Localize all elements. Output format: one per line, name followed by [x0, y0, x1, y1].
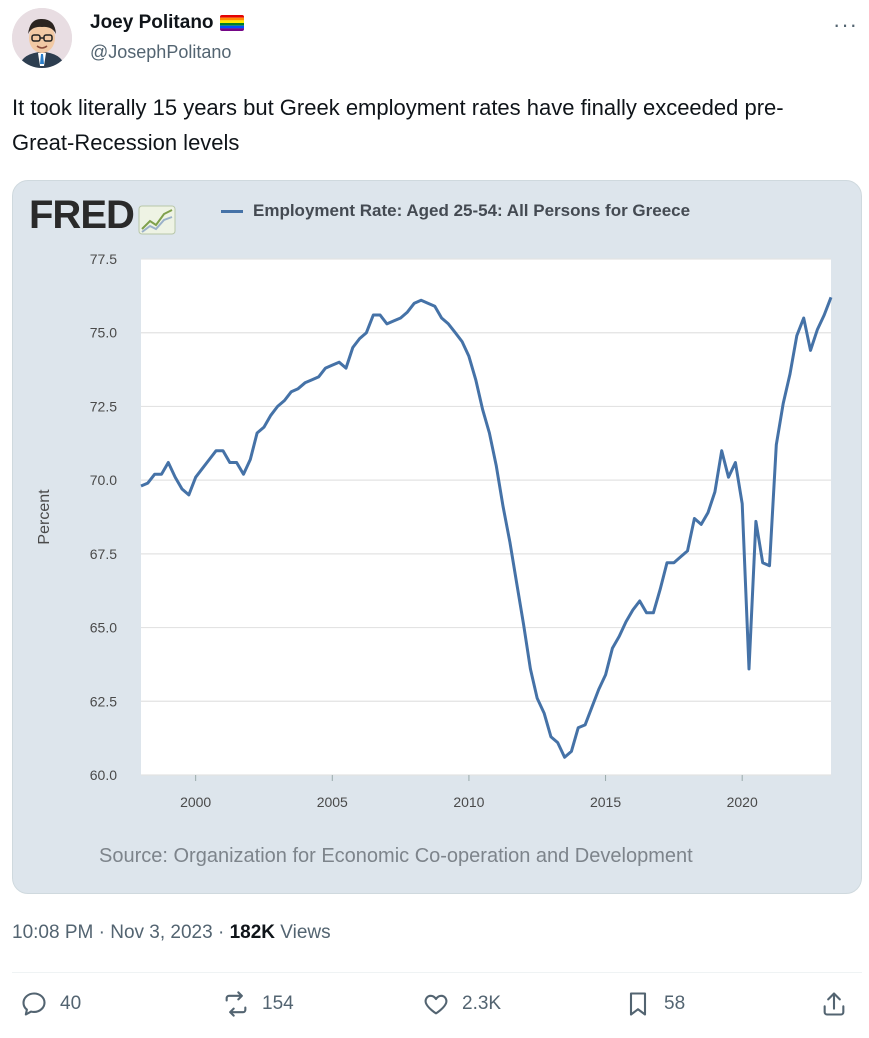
- y-tick-label: 70.0: [90, 472, 117, 488]
- share-button[interactable]: [820, 990, 848, 1018]
- action-bar: 40 154 2.3K 58: [12, 990, 862, 1030]
- chart-image-card[interactable]: FRED Employment Rate: Aged 25-54: All Pe…: [12, 180, 862, 894]
- heart-icon: [424, 994, 448, 1015]
- y-tick-label: 67.5: [90, 546, 117, 562]
- rainbow-flag-icon: [219, 15, 244, 31]
- line-chart: 60.0 62.5 65.0 67.5 70.0 72.5 75.0 77.5 2000 2005…: [36, 251, 833, 810]
- reply-button[interactable]: 40: [20, 990, 81, 1018]
- handle[interactable]: @JosephPolitano: [90, 42, 232, 62]
- y-tick-label: 62.5: [90, 693, 117, 709]
- display-name[interactable]: Joey Politano: [90, 12, 214, 33]
- reply-icon: [22, 992, 46, 1016]
- chart-legend: Employment Rate: Aged 25-54: All Persons…: [221, 201, 690, 221]
- tweet-header: Joey Politano @JosephPolitano ···: [12, 8, 862, 70]
- x-tick-label: 2015: [590, 794, 621, 810]
- repost-icon: [225, 991, 247, 1017]
- repost-count: 154: [262, 993, 294, 1014]
- reply-count: 40: [60, 993, 82, 1014]
- x-tick-label: 2020: [727, 794, 758, 810]
- tweet-date[interactable]: Nov 3, 2023: [110, 922, 213, 943]
- y-axis-label: Percent: [36, 489, 53, 545]
- divider: [12, 972, 862, 973]
- legend-label: Employment Rate: Aged 25-54: All Persons…: [253, 201, 691, 220]
- avatar-illustration: [12, 8, 72, 68]
- separator-dot: ·: [98, 922, 111, 943]
- bookmark-button[interactable]: 58: [624, 990, 685, 1018]
- repost-button[interactable]: 154: [222, 990, 294, 1018]
- y-tick-label: 60.0: [90, 767, 117, 783]
- separator-dot: ·: [217, 922, 230, 943]
- bookmark-count: 58: [664, 993, 686, 1014]
- x-tick-label: 2005: [317, 794, 348, 810]
- legend-swatch: [221, 209, 243, 213]
- avatar[interactable]: [12, 8, 72, 68]
- tweet-time[interactable]: 10:08 PM: [12, 922, 94, 943]
- fred-logo-text: FRED: [29, 193, 135, 237]
- fred-graph-icon: [138, 205, 176, 235]
- like-button[interactable]: 2.3K: [422, 990, 501, 1018]
- y-tick-label: 72.5: [90, 398, 117, 414]
- y-tick-label: 75.0: [90, 325, 117, 341]
- chart-source: Source: Organization for Economic Co-ope…: [99, 845, 693, 867]
- tweet-text: It took literally 15 years but Greek emp…: [12, 95, 784, 155]
- y-tick-label: 77.5: [90, 251, 117, 267]
- x-tick-label: 2000: [180, 794, 211, 810]
- series-line: [140, 296, 833, 759]
- fred-logo: FRED: [29, 195, 176, 235]
- like-count: 2.3K: [462, 993, 502, 1014]
- x-tick-label: 2010: [453, 794, 484, 810]
- plot-area: [141, 259, 831, 775]
- more-options-icon[interactable]: ···: [833, 12, 858, 37]
- share-icon: [823, 992, 845, 1016]
- bookmark-icon: [629, 992, 647, 1016]
- views-count: 182K: [229, 922, 275, 943]
- views-label: Views: [280, 922, 331, 943]
- timestamp-row: 10:08 PM · Nov 3, 2023 · 182K Views: [12, 922, 331, 944]
- y-tick-label: 65.0: [90, 620, 117, 636]
